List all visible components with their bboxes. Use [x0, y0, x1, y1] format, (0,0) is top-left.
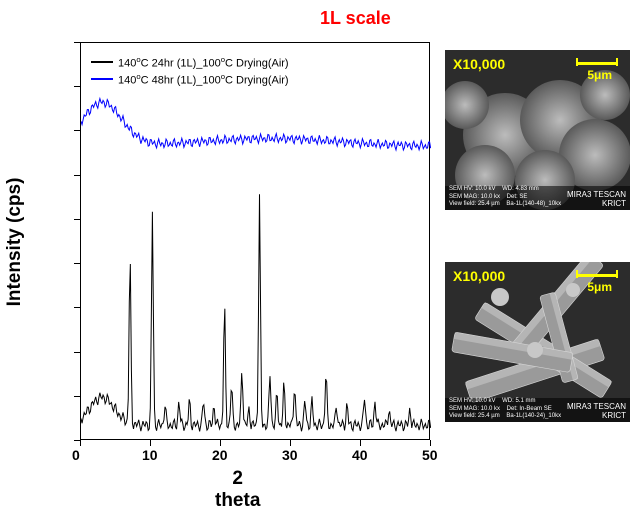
sem-scale-bar-tick: [616, 58, 618, 66]
x-tick-mark: [220, 440, 221, 446]
legend-swatch: [91, 78, 113, 80]
x-tick-mark: [360, 440, 361, 446]
legend-label: 140oC 48hr (1L)_100oC Drying(Air): [118, 72, 289, 87]
sem-scale-bar: [576, 274, 618, 277]
x-tick-label: 20: [212, 447, 228, 463]
legend-swatch: [91, 61, 113, 63]
sem-image: X10,000 5μm SEM HV: 10.0 kV WD: 4.83 mm SE…: [445, 50, 630, 210]
y-tick-mark: [74, 175, 80, 176]
sem-scale-label: 5μm: [587, 68, 612, 82]
y-tick-mark: [74, 263, 80, 264]
x-tick-mark: [80, 440, 81, 446]
x-tick-label: 10: [142, 447, 158, 463]
x-tick-mark: [430, 440, 431, 446]
sem-image: X10,000 5μm SEM HV: 10.0 kV WD: 5.1 mm SEM…: [445, 262, 630, 422]
legend-item: 140oC 48hr (1L)_100oC Drying(Air): [91, 72, 289, 87]
sem-caption-left: SEM HV: 10.0 kV WD: 4.83 mm SEM MAG: 10.…: [449, 186, 561, 208]
sem-magnification-label: X10,000: [453, 56, 505, 72]
series-line: [81, 99, 431, 150]
y-tick-mark: [74, 352, 80, 353]
sem-magnification-label: X10,000: [453, 268, 505, 284]
x-tick-label: 50: [422, 447, 438, 463]
x-axis-label: 2 theta: [215, 468, 260, 512]
x-tick-label: 0: [72, 447, 80, 463]
y-tick-mark: [74, 86, 80, 87]
y-tick-mark: [74, 440, 80, 441]
sem-scale-bar-tick: [576, 270, 578, 278]
y-tick-mark: [74, 307, 80, 308]
y-tick-mark: [74, 396, 80, 397]
sem-caption-right: MIRA3 TESCAN KRICT: [567, 402, 626, 420]
legend-item: 140oC 24hr (1L)_100oC Drying(Air): [91, 55, 289, 70]
y-tick-mark: [74, 219, 80, 220]
y-axis-label: Intensity (cps): [4, 172, 26, 312]
sem-caption-right: MIRA3 TESCAN KRICT: [567, 190, 626, 208]
figure-title: 1L scale: [320, 8, 391, 29]
sem-scale-bar-tick: [616, 270, 618, 278]
sem-scale-bar-tick: [576, 58, 578, 66]
series-line: [81, 194, 431, 431]
sem-scale-label: 5μm: [587, 280, 612, 294]
plot-svg: [81, 43, 431, 441]
sem-caption-left: SEM HV: 10.0 kV WD: 5.1 mm SEM MAG: 10.0…: [449, 398, 561, 420]
plot-frame: 140oC 24hr (1L)_100oC Drying(Air) 140oC 4…: [80, 42, 430, 440]
x-tick-mark: [150, 440, 151, 446]
sem-scale-bar: [576, 62, 618, 65]
y-tick-mark: [74, 130, 80, 131]
x-tick-mark: [290, 440, 291, 446]
chart-legend: 140oC 24hr (1L)_100oC Drying(Air) 140oC 4…: [91, 55, 289, 88]
x-tick-label: 40: [352, 447, 368, 463]
x-tick-label: 30: [282, 447, 298, 463]
legend-label: 140oC 24hr (1L)_100oC Drying(Air): [118, 55, 289, 70]
y-tick-mark: [74, 42, 80, 43]
